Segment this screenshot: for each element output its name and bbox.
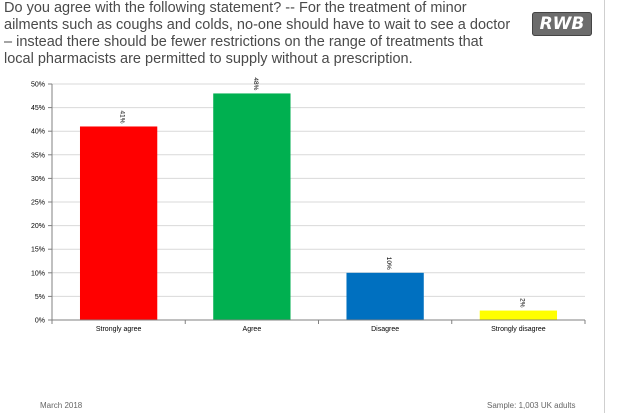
rwb-logo: RWB — [532, 12, 592, 36]
y-tick-label: 20% — [31, 223, 45, 230]
axes: 0% 5% 10% 15% 20% 25% 30% 35% 40% 45% 50% Strongly … — [31, 82, 586, 333]
y-tick-label: 25% — [31, 200, 45, 207]
y-tick-label: 30% — [31, 176, 45, 183]
y-tick-label: 5% — [35, 294, 45, 301]
footer-date: March 2018 — [40, 401, 83, 410]
chart-title-line-3: – instead there should be fewer restrict… — [4, 34, 483, 50]
chart-title-line-1: Do you agree with the following statemen… — [4, 0, 467, 16]
y-tick-label: 0% — [35, 318, 45, 325]
bars: 41% 48% 10% 2% — [79, 77, 558, 320]
bar — [346, 272, 424, 320]
data-label: 41% — [119, 110, 126, 123]
x-tick-label: Strongly agree — [96, 326, 142, 333]
frame-border-line — [604, 0, 605, 413]
chart-title-line-2: ailments such as coughs and colds, no-on… — [4, 17, 511, 33]
y-tick-label: 45% — [31, 105, 45, 112]
chart-title-line-4: local pharmacists are permitted to suppl… — [4, 51, 413, 67]
bar — [479, 310, 558, 320]
footer-sample: Sample: 1,003 UK adults — [487, 401, 576, 410]
x-tick-label: Agree — [243, 326, 262, 333]
data-label: 10% — [385, 257, 392, 270]
data-label: 2% — [518, 298, 525, 308]
y-tick-label: 40% — [31, 129, 45, 136]
x-tick-label: Disagree — [371, 326, 399, 333]
data-label: 48% — [252, 77, 259, 90]
y-tick-label: 35% — [31, 152, 45, 159]
y-tick-label: 50% — [31, 82, 45, 89]
y-tick-label: 10% — [31, 270, 45, 277]
y-tick-label: 15% — [31, 247, 45, 254]
x-tick-label: Strongly disagree — [491, 326, 546, 333]
bar — [213, 93, 291, 320]
logo-text: RWB — [539, 14, 585, 34]
bar — [79, 126, 158, 320]
